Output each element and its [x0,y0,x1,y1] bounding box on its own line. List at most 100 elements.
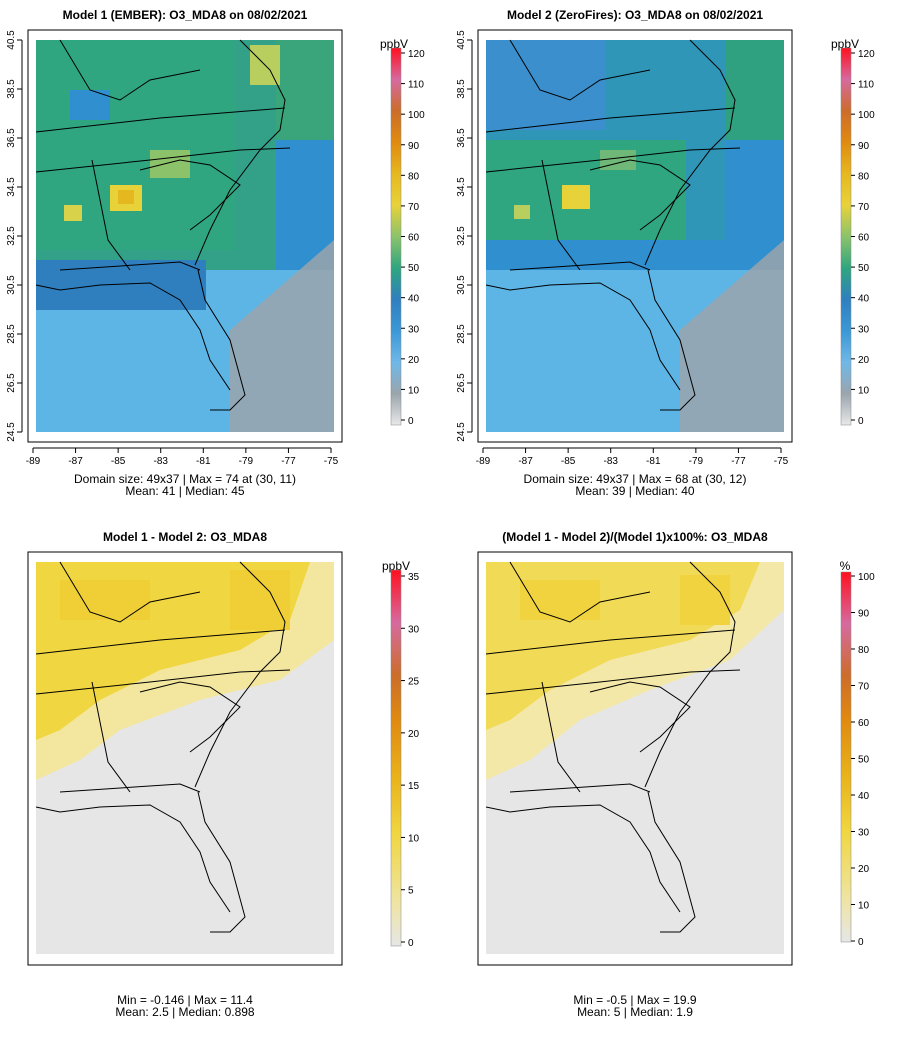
colorbar-tick-label: 90 [408,141,420,152]
x-tick-label: -83 [153,456,168,467]
colorbar-unit: ppbV [831,37,859,51]
colorbar-tick-label: 0 [858,416,864,427]
y-axis: 24.5 26.5 28.5 30.5 32.5 34.5 36.5 38.5 40.5 [6,30,23,442]
colorbar-tick-label: 30 [408,324,420,335]
heatmap-field [486,562,784,954]
y-tick-label: 34.5 [456,177,467,197]
panel-model2: Model 2 (ZeroFires): O3_MDA8 on 08/02/20… [456,8,793,498]
y-tick-label: 28.5 [6,324,17,344]
colorbar-tick-label: 70 [408,202,420,213]
y-tick-label: 32.5 [456,226,467,246]
colorbar-tick-label: 50 [858,755,870,766]
heatmap-field [36,562,334,954]
x-tick-label: -83 [603,456,618,467]
y-tick-label: 36.5 [6,128,17,148]
colorbar-tick-label: 0 [858,937,864,948]
plot-frame [27,29,343,443]
stats-line-2: Mean: 41 | Median: 45 [125,484,245,498]
colorbar-tick-label: 80 [858,645,870,656]
colorbar-tick-label: 120 [408,49,425,60]
colorbar-tick-label: 110 [408,80,424,91]
stats-line-1: Domain size: 49x37 | Max = 68 at (30, 12… [524,472,747,486]
colorbar-tick-label: 90 [858,141,870,152]
colorbar-tick-label: 60 [408,233,420,244]
x-tick-label: -81 [646,456,661,467]
y-tick-label: 36.5 [456,128,467,148]
colorbar-gradient [840,47,852,426]
colorbar-tick-label: 50 [858,263,870,274]
colorbar-tick-label: 35 [408,572,420,583]
x-tick-label: -89 [26,456,41,467]
stats-line-2: Mean: 5 | Median: 1.9 [577,1005,693,1019]
colorbar-1: ppbV 0 10 20 30 40 50 60 70 80 90 100 110 120 [380,37,425,427]
y-tick-label: 38.5 [456,79,467,99]
colorbar-tick-label: 30 [408,624,420,635]
heatmap-field [36,40,334,432]
colorbar-tick-label: 100 [858,572,875,583]
x-axis: -89 -87 -85 -83 -81 -79 -77 -75 [476,447,789,467]
stats-line-2: Mean: 2.5 | Median: 0.898 [115,1005,255,1019]
x-tick-label: -77 [731,456,746,467]
plot-frame [477,29,793,443]
panel-model1: Model 1 (EMBER): O3_MDA8 on 08/02/2021 [6,8,343,498]
x-tick-label: -75 [774,456,789,467]
map-boundaries [485,561,741,933]
plot-frame [477,551,793,966]
colorbar-tick-label: 20 [858,355,870,366]
colorbar-tick-label: 10 [858,901,870,912]
x-tick-label: -75 [324,456,339,467]
colorbar-tick-label: 10 [408,385,420,396]
colorbar-tick-label: 10 [858,385,870,396]
y-axis: 24.5 26.5 28.5 30.5 32.5 34.5 36.5 38.5 40.5 [456,30,473,442]
x-tick-label: -85 [561,456,576,467]
colorbar-tick-label: 20 [408,729,420,740]
colorbar-tick-label: 20 [408,355,420,366]
map-boundaries [35,39,291,411]
colorbar-unit: ppbV [382,559,410,573]
panel-percent-difference: (Model 1 - Model 2)/(Model 1)x100%: O3_M… [477,530,793,1019]
x-tick-label: -87 [518,456,533,467]
colorbar-tick-label: 80 [858,171,870,182]
x-tick-label: -87 [68,456,83,467]
map-boundaries [485,39,741,411]
panel-title: Model 1 - Model 2: O3_MDA8 [103,530,267,544]
panel-title: (Model 1 - Model 2)/(Model 1)x100%: O3_M… [502,530,768,544]
y-tick-label: 30.5 [456,275,467,295]
stats-line-1: Domain size: 49x37 | Max = 74 at (30, 11… [74,472,296,486]
colorbar-tick-label: 110 [858,80,874,91]
colorbar-tick-label: 80 [408,171,420,182]
panel-title: Model 1 (EMBER): O3_MDA8 on 08/02/2021 [63,8,308,22]
map-boundaries [35,561,291,933]
x-tick-label: -81 [196,456,211,467]
colorbar-3: ppbV 0 5 10 15 20 25 30 35 [382,559,420,949]
colorbar-tick-label: 100 [858,110,875,121]
x-tick-label: -77 [281,456,296,467]
colorbar-tick-label: 40 [858,791,870,802]
y-tick-label: 34.5 [6,177,17,197]
x-axis: -89 -87 -85 -83 -81 -79 -77 -75 [26,447,339,467]
y-tick-label: 26.5 [456,373,467,393]
stats-line-1: Min = -0.146 | Max = 11.4 [117,993,253,1007]
colorbar-tick-label: 70 [858,202,870,213]
colorbar-tick-label: 30 [858,828,870,839]
colorbar-tick-label: 70 [858,682,870,693]
colorbar-tick-label: 25 [408,677,420,688]
colorbar-tick-label: 50 [408,263,420,274]
y-tick-label: 32.5 [6,226,17,246]
x-tick-label: -79 [239,456,254,467]
colorbar-tick-label: 10 [408,833,420,844]
x-tick-label: -85 [111,456,126,467]
colorbar-tick-label: 60 [858,233,870,244]
colorbar-unit: ppbV [380,37,408,51]
colorbar-tick-label: 40 [858,294,870,305]
y-tick-label: 38.5 [6,79,17,99]
colorbar-tick-label: 5 [408,886,414,897]
x-tick-label: -79 [689,456,704,467]
colorbar-tick-label: 20 [858,864,870,875]
colorbar-tick-label: 100 [408,110,425,121]
colorbar-unit: % [840,559,851,573]
stats-line-1: Min = -0.5 | Max = 19.9 [573,993,697,1007]
plot-frame [27,551,343,966]
y-tick-label: 26.5 [6,373,17,393]
